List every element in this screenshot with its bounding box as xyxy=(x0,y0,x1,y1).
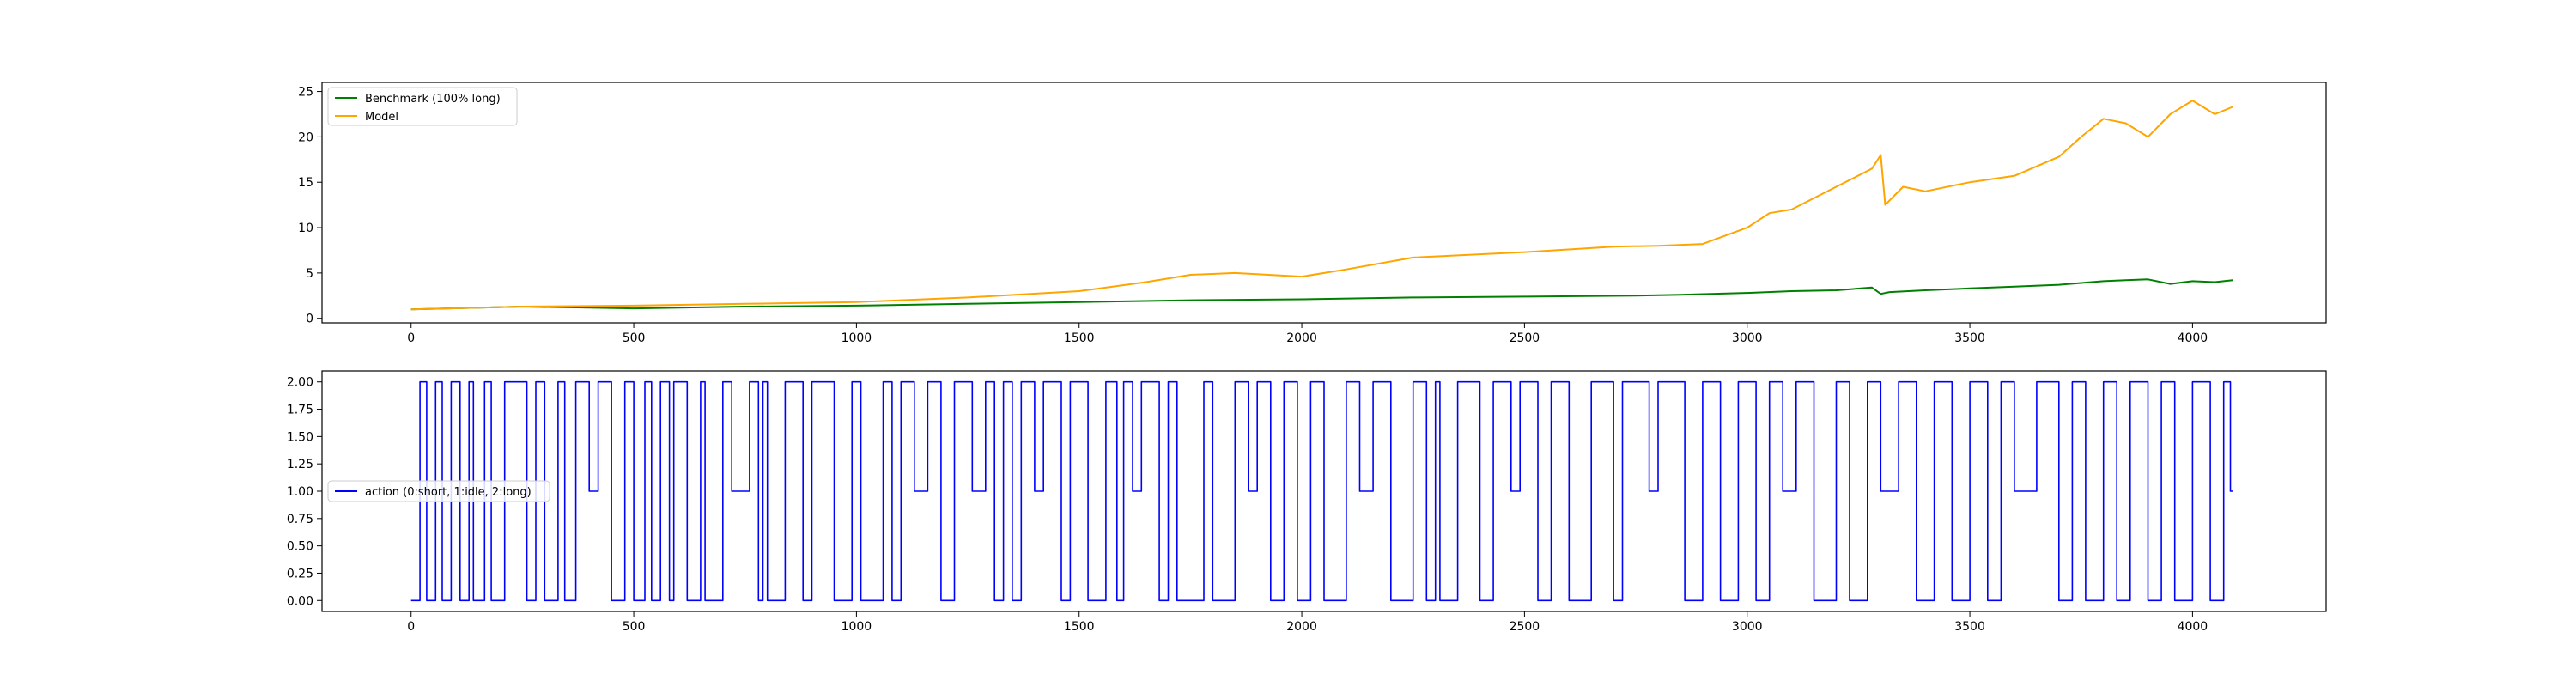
y-tick-label: 20 xyxy=(298,131,313,144)
x-tick-label: 4000 xyxy=(2178,331,2208,345)
y-tick-label: 1.00 xyxy=(287,485,313,499)
x-tick-label: 4000 xyxy=(2178,620,2208,634)
y-tick-label: 0 xyxy=(306,313,313,326)
x-tick-label: 500 xyxy=(623,331,646,345)
y-tick-label: 0.25 xyxy=(287,567,313,581)
x-tick-label: 3000 xyxy=(1732,620,1763,634)
series-line-top-0 xyxy=(410,278,2233,311)
top-legend-box xyxy=(327,87,518,126)
top-series-layer xyxy=(410,100,2233,311)
y-tick-label: 5 xyxy=(306,267,313,281)
legend-action-label: action (0:short, 1:idle, 2:long) xyxy=(365,486,532,499)
x-tick-label: 2000 xyxy=(1286,620,1317,634)
x-tick-label: 2000 xyxy=(1286,331,1317,345)
bottom-xticks: 0 500 1000 1500 2000 2500 3000 3500 4000 xyxy=(407,611,2208,634)
bottom-legend-box xyxy=(327,480,550,502)
y-tick-label: 15 xyxy=(298,176,313,190)
top-yticks: 0 5 10 15 20 25 xyxy=(298,86,322,326)
top-legend: Benchmark (100% long) Model xyxy=(327,87,518,126)
bottom-series-layer xyxy=(410,380,2233,602)
y-tick-label: 0.50 xyxy=(287,540,313,554)
y-tick-label: 1.75 xyxy=(287,404,313,417)
legend-benchmark-label: Benchmark (100% long) xyxy=(365,93,501,106)
x-tick-label: 2500 xyxy=(1510,331,1540,345)
y-tick-label: 2.00 xyxy=(287,376,313,390)
y-tick-label: 1.25 xyxy=(287,458,313,471)
x-tick-label: 2500 xyxy=(1510,620,1540,634)
x-tick-label: 3000 xyxy=(1732,331,1763,345)
series-line-bottom-0 xyxy=(410,380,2233,602)
x-tick-label: 0 xyxy=(407,620,415,634)
x-tick-label: 3500 xyxy=(1954,620,1985,634)
y-tick-label: 0.75 xyxy=(287,513,313,526)
y-tick-label: 25 xyxy=(298,86,313,100)
y-tick-label: 1.50 xyxy=(287,430,313,444)
x-tick-label: 3500 xyxy=(1954,331,1985,345)
x-tick-label: 0 xyxy=(407,331,415,345)
series-line-top-1 xyxy=(410,100,2233,311)
y-tick-label: 0.00 xyxy=(287,594,313,608)
y-tick-label: 10 xyxy=(298,222,313,235)
top-axes: 0 500 1000 1500 2000 2500 3000 3500 4000 0 5 10 15 2… xyxy=(298,82,2327,345)
x-tick-label: 1500 xyxy=(1064,331,1095,345)
x-tick-label: 1500 xyxy=(1064,620,1095,634)
bottom-axes: 0 500 1000 1500 2000 2500 3000 3500 4000 0.00 0.2… xyxy=(287,370,2327,634)
x-tick-label: 1000 xyxy=(841,331,872,345)
x-tick-label: 1000 xyxy=(841,620,872,634)
x-tick-label: 500 xyxy=(623,620,646,634)
top-xticks: 0 500 1000 1500 2000 2500 3000 3500 4000 xyxy=(407,323,2208,345)
bottom-legend: action (0:short, 1:idle, 2:long) xyxy=(327,480,550,502)
bottom-yticks: 0.00 0.25 0.50 0.75 1.00 1.25 1.50 1.75 2.00 xyxy=(287,376,322,608)
top-axes-frame xyxy=(321,82,2327,324)
legend-model-label: Model xyxy=(365,111,398,124)
